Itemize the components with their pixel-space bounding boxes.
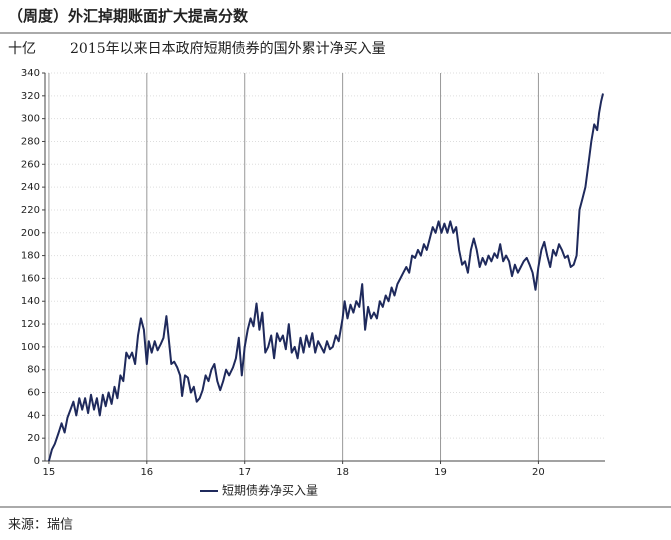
y-tick-label: 140	[21, 296, 40, 307]
subtitle: 2015年以来日本政府短期债券的国外累计净买入量	[70, 41, 386, 57]
y-tick-label: 260	[21, 159, 40, 170]
x-tick-label: 19	[434, 467, 447, 478]
x-tick-label: 16	[140, 467, 153, 478]
data-line	[47, 93, 604, 462]
y-tick-label: 240	[21, 182, 40, 193]
y-tick-label: 160	[21, 273, 40, 284]
unit-label: 十亿	[8, 41, 36, 57]
y-tick-label: 0	[34, 456, 40, 467]
y-tick-label: 180	[21, 251, 40, 262]
y-tick-label: 100	[21, 342, 40, 353]
y-tick-label: 300	[21, 114, 40, 125]
y-tick-label: 280	[21, 136, 40, 147]
y-tick-label: 120	[21, 319, 40, 330]
y-tick-label: 60	[27, 388, 40, 399]
y-tick-label: 80	[27, 365, 40, 376]
x-tick-label: 20	[532, 467, 545, 478]
y-tick-label: 40	[27, 410, 40, 421]
chart-title: （周度）外汇掉期账面扩大提高分数	[8, 7, 249, 25]
y-tick-label: 340	[21, 68, 40, 79]
x-tick-label: 18	[336, 467, 349, 478]
legend-label: 短期债券净买入量	[222, 483, 318, 498]
x-tick-label: 17	[238, 467, 251, 478]
y-tick-label: 220	[21, 205, 40, 216]
source: 来源：瑞信	[8, 518, 73, 533]
y-tick-label: 320	[21, 91, 40, 102]
x-tick-label: 15	[43, 467, 56, 478]
y-tick-label: 20	[27, 433, 40, 444]
y-tick-label: 200	[21, 228, 40, 239]
